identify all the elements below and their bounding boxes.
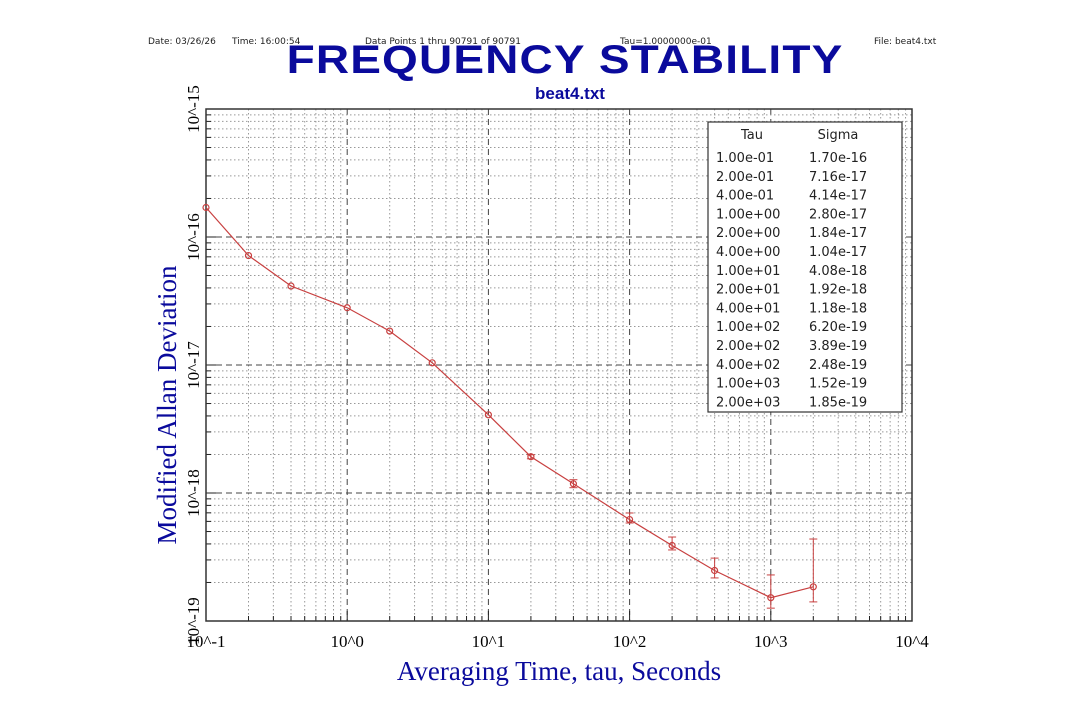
table-cell-sigma: 2.80e-17 [809,207,867,222]
data-point [569,480,578,488]
header-tau: Tau=1.0000000e-01 [620,37,712,47]
y-tick-label: 10^-15 [184,85,203,133]
table-cell-sigma: 1.18e-18 [809,301,867,316]
data-point [767,594,775,602]
x-tick-label: 10^4 [895,632,929,651]
table-cell-sigma: 1.92e-18 [809,283,867,298]
table-cell-sigma: 2.48e-19 [809,358,867,373]
table-cell-sigma: 4.08e-18 [809,264,867,279]
table-header-tau: Tau [740,128,763,143]
table-cell-tau: 1.00e-01 [716,151,774,166]
table-cell-tau: 2.00e+03 [716,395,780,410]
y-tick-label: 10^-19 [184,597,203,645]
header-points: Data Points 1 thru 90791 of 90791 [365,37,521,47]
table-cell-tau: 4.00e+01 [716,301,780,316]
data-point [428,359,436,367]
data-point [202,203,210,212]
x-tick-label: 10^2 [612,632,647,651]
data-point [287,282,295,290]
legend-table-box [707,121,903,413]
table-cell-tau: 2.00e+00 [716,226,780,241]
table-cell-sigma: 1.04e-17 [809,245,867,260]
data-point [484,411,492,419]
table-cell-tau: 4.00e+00 [716,245,780,260]
table-cell-tau: 2.00e-01 [716,170,774,185]
table-cell-sigma: 1.52e-19 [809,377,867,392]
data-point [244,251,253,260]
x-tick-label: 10^0 [330,632,364,651]
table-cell-sigma: 1.84e-17 [809,226,867,241]
series-line [205,207,814,599]
x-tick-label: 10^3 [754,632,788,651]
header-date: Date: 03/26/26 [148,37,216,47]
table-cell-sigma: 1.70e-16 [809,151,867,166]
table-cell-tau: 2.00e+01 [716,283,780,298]
data-point [668,541,676,550]
table-cell-tau: 1.00e+00 [716,207,780,222]
chart-title: FREQUENCY STABILITY [286,38,844,82]
table-cell-sigma: 4.14e-17 [809,189,867,204]
y-axis-label: Modified Allan Deviation [152,265,182,544]
table-cell-tau: 1.00e+01 [716,264,780,279]
x-axis-label: Averaging Time, tau, Seconds [397,656,721,686]
x-tick-label: 10^1 [471,632,506,651]
header-time: Time: 16:00:54 [232,37,301,47]
table-cell-tau: 2.00e+02 [716,339,780,354]
table-cell-tau: 1.00e+02 [716,320,780,335]
data-point [386,327,394,335]
table-cell-tau: 4.00e+02 [716,358,780,373]
y-tick-label: 10^-16 [184,213,203,261]
data-point [625,515,634,524]
table-cell-sigma: 1.85e-19 [809,395,867,410]
table-header-sigma: Sigma [818,128,859,143]
chart-subtitle: beat4.txt [535,84,605,103]
plot-frame [205,108,913,622]
table-cell-tau: 4.00e-01 [716,189,774,204]
table-cell-tau: 1.00e+03 [716,377,780,392]
table-cell-sigma: 7.16e-17 [809,170,867,185]
data-point [711,566,719,575]
y-tick-label: 10^-18 [184,469,203,517]
data-point [809,583,817,591]
header-file: File: beat4.txt [874,37,937,47]
data-point [343,304,351,312]
y-tick-label: 10^-17 [184,341,203,389]
table-cell-sigma: 6.20e-19 [809,320,867,335]
table-cell-sigma: 3.89e-19 [809,339,867,354]
data-point [527,453,535,461]
x-tick-label: 10^-1 [186,632,226,651]
